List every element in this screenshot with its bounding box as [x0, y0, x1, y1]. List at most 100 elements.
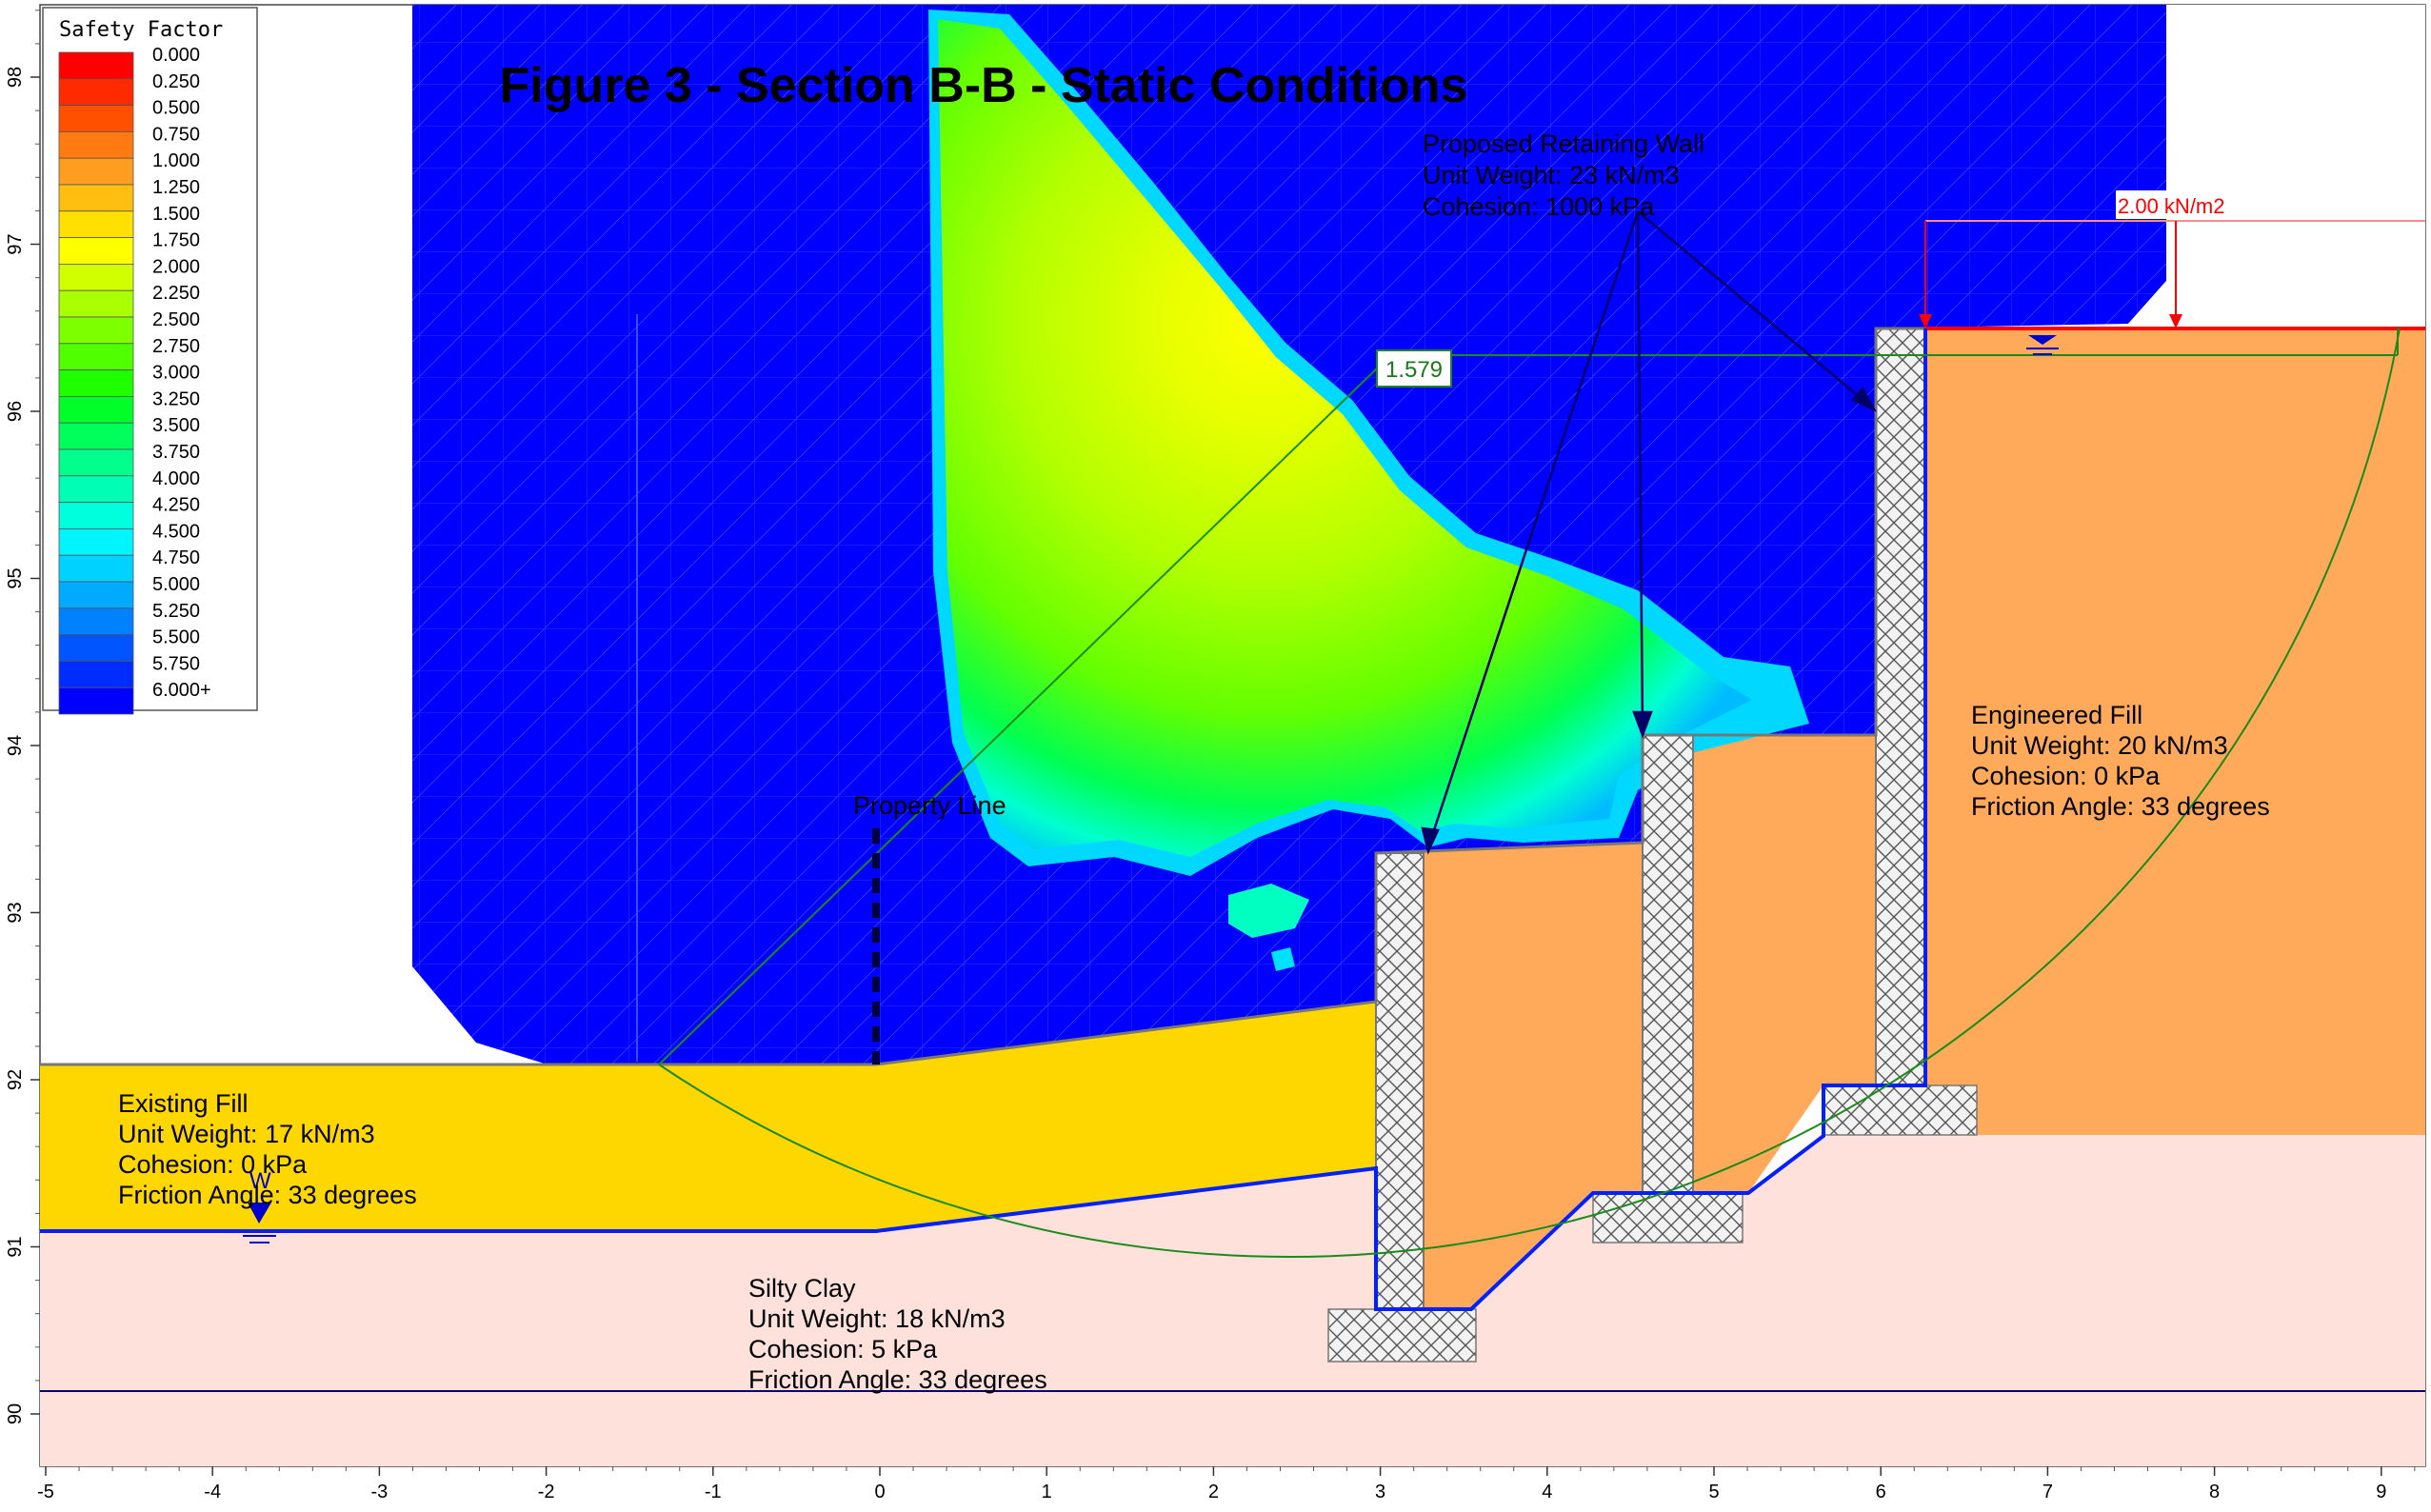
x-tick-label: -2	[538, 1482, 555, 1502]
legend-swatch	[58, 263, 134, 291]
legend-label: 1.250	[152, 177, 200, 198]
lower-wall-footing	[1327, 1308, 1477, 1363]
load-label-box	[2116, 190, 2230, 219]
legend-swatch	[58, 237, 134, 265]
legend-swatch	[58, 51, 134, 80]
x-tick-label: 4	[1542, 1482, 1552, 1502]
legend-swatch	[58, 475, 134, 503]
mesh-band-edge	[636, 314, 638, 1062]
load-label: 2.00 kN/m2	[2118, 194, 2225, 218]
water-table-symbol-left	[243, 1203, 276, 1243]
legend-swatch	[58, 528, 134, 556]
x-tick-label: -3	[371, 1482, 389, 1502]
y-tick-label: 96	[5, 401, 26, 422]
silty-clay-layer	[40, 1135, 2425, 1466]
safety-factor-zone	[938, 19, 1752, 857]
x-tick-label: 0	[874, 1482, 885, 1502]
silty-clay-friction: Friction Angle: 33 degrees	[748, 1365, 1047, 1394]
existing-fill-unit-weight: Unit Weight: 17 kN/m3	[118, 1120, 375, 1148]
x-tick-label: 2	[1208, 1482, 1219, 1502]
legend-swatch	[58, 369, 134, 397]
x-tick-label: 3	[1375, 1482, 1385, 1502]
legend-swatch	[58, 343, 134, 370]
legend-swatch	[58, 448, 134, 477]
x-tick-label: 1	[1042, 1482, 1052, 1502]
material-pointers	[1421, 210, 1877, 855]
legend-swatch	[58, 686, 134, 715]
fill-base-boundary	[40, 328, 1927, 1311]
ground-surface	[40, 327, 2425, 1066]
water-table-symbol-right	[2026, 335, 2059, 355]
y-tick-label: 94	[5, 735, 26, 756]
legend-swatch	[58, 78, 134, 107]
factor-of-safety-value: 1.579	[1385, 357, 1443, 383]
retaining-wall-label: Proposed Retaining Wall Unit Weight: 23 …	[1423, 129, 1704, 221]
y-tick-label: 93	[5, 902, 26, 923]
legend-label: 1.750	[152, 230, 200, 251]
engineered-fill-friction: Friction Angle: 33 degrees	[1971, 792, 2270, 821]
existing-fill-friction: Friction Angle: 33 degrees	[118, 1181, 417, 1209]
engineered-fill-name: Engineered Fill	[1971, 701, 2142, 729]
x-tick-label: 7	[2042, 1482, 2053, 1502]
legend-label: 4.250	[152, 495, 200, 516]
legend-label: 1.500	[152, 204, 200, 225]
x-tick-label: 9	[2376, 1482, 2386, 1502]
y-tick-label: 90	[5, 1403, 26, 1424]
legend-swatch	[58, 422, 134, 450]
engineered-fill-unit-weight: Unit Weight: 20 kN/m3	[1971, 731, 2228, 760]
legend-label: 6.000+	[152, 680, 211, 701]
legend-swatch	[58, 210, 134, 239]
y-tick-label: 95	[5, 567, 26, 588]
x-tick-label: 5	[1708, 1482, 1719, 1502]
legend-label: 2.250	[152, 283, 200, 304]
x-tick-label: -5	[37, 1482, 54, 1502]
legend-swatch	[58, 634, 134, 662]
legend-label: 5.250	[152, 601, 200, 622]
legend-label: 4.500	[152, 521, 200, 542]
legend-label: 3.500	[152, 415, 200, 436]
y-tick-label: 97	[5, 233, 26, 254]
legend-label: 0.500	[152, 98, 200, 119]
legend-label: 0.250	[152, 71, 200, 92]
figure-title: Figure 3 - Section B-B - Static Conditio…	[500, 58, 1468, 113]
legend-swatch	[58, 184, 134, 212]
x-tick-label: -1	[705, 1482, 722, 1502]
legend-swatch	[58, 502, 134, 529]
legend-label: 2.000	[152, 256, 200, 277]
middle-wall-footing	[1592, 1192, 1744, 1243]
upper-right-blank	[2128, 5, 2425, 328]
legend-swatch	[58, 316, 134, 345]
legend-label: 4.750	[152, 547, 200, 568]
legend-swatch	[58, 105, 134, 132]
legend-swatch	[58, 554, 134, 583]
retaining-wall-cohesion: Cohesion: 1000 kPa	[1423, 192, 1655, 221]
legend-label: 5.750	[152, 653, 200, 674]
x-tick-label: 8	[2209, 1482, 2220, 1502]
surface-load	[1919, 220, 2425, 328]
legend-swatch	[58, 581, 134, 609]
middle-wall	[1642, 734, 1694, 1194]
legend-swatch	[58, 661, 134, 688]
y-tick-label: 91	[5, 1236, 26, 1257]
x-tick-label: -4	[204, 1482, 221, 1502]
existing-fill-layer	[40, 1002, 1376, 1231]
legend-title: Safety Factor	[59, 18, 223, 42]
legend-swatch	[58, 130, 134, 159]
safety-factor-legend: Safety Factor 0.000 0.250 0.500 0.750 1.000 1…	[42, 7, 258, 715]
legend-swatch	[58, 157, 134, 186]
water-symbol-label: W	[249, 1168, 271, 1194]
slip-radius-line	[658, 366, 1380, 1065]
legend-label: 0.000	[152, 45, 200, 66]
legend-label: 3.000	[152, 363, 200, 384]
retaining-wall-name: Proposed Retaining Wall	[1423, 129, 1704, 158]
existing-fill-name: Existing Fill	[118, 1089, 249, 1118]
fos-box	[1376, 349, 1452, 388]
x-axis: -5 -4 -3 -2 -1 0 1 2 3 4 5 6 7 8 9	[37, 1466, 2416, 1502]
silty-clay-label: Silty Clay Unit Weight: 18 kN/m3 Cohesio…	[748, 1274, 1047, 1394]
lower-wall	[1375, 852, 1425, 1310]
engineered-fill-cohesion: Cohesion: 0 kPa	[1971, 762, 2161, 790]
y-tick-label: 92	[5, 1069, 26, 1090]
legend-label: 4.000	[152, 468, 200, 489]
silty-clay-cohesion: Cohesion: 5 kPa	[748, 1335, 938, 1363]
